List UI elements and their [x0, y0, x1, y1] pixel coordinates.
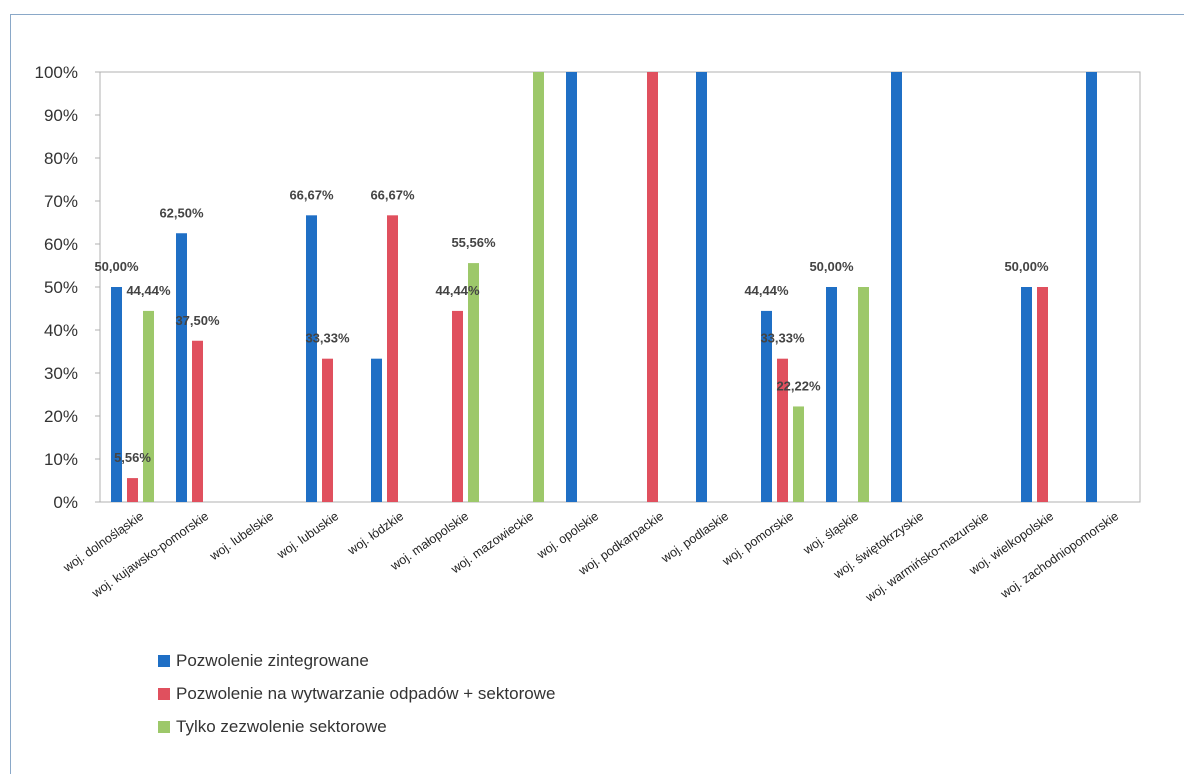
bar: [1021, 287, 1032, 502]
x-tick-label: woj. opolskie: [534, 509, 602, 562]
x-tick-label: woj. kujawsko-pomorskie: [89, 509, 212, 601]
bar: [761, 310, 772, 502]
y-tick-label: 80%: [44, 149, 78, 168]
bar: [322, 358, 333, 502]
bar: [387, 215, 398, 502]
y-tick-label: 60%: [44, 235, 78, 254]
bar: [793, 406, 804, 502]
y-tick-label: 50%: [44, 278, 78, 297]
bar: [858, 287, 869, 502]
data-label: 33,33%: [760, 331, 805, 346]
bar: [127, 478, 138, 502]
x-tick-label: woj. pomorskie: [719, 509, 796, 569]
y-axis: 0% 10% 20% 30% 40% 50% 60% 70% 80% 90% 100%: [35, 63, 100, 512]
legend-item-waste-sector: Pozwolenie na wytwarzanie odpadów + sekt…: [158, 677, 555, 710]
chart-frame: [10, 14, 1184, 774]
bar: [176, 233, 187, 502]
bar: [696, 72, 707, 502]
data-label: 22,22%: [776, 378, 821, 393]
legend-swatch-blue: [158, 654, 170, 667]
legend-label: Tylko zezwolenie sektorowe: [176, 716, 387, 736]
bar: [143, 310, 154, 502]
data-label: 55,56%: [451, 235, 496, 250]
bar: [306, 215, 317, 502]
data-label: 44,44%: [435, 283, 480, 298]
legend-swatch-green: [158, 720, 170, 733]
x-tick-label: woj. warmińsko-mazurskie: [862, 509, 991, 605]
bar: [566, 72, 577, 502]
data-label: 33,33%: [305, 331, 350, 346]
data-label: 66,67%: [289, 187, 334, 202]
x-tick-label: woj. łódzkie: [344, 509, 406, 558]
bar-chart: 0% 10% 20% 30% 40% 50% 60% 70% 80% 90% 100% 50,00%…: [35, 63, 1141, 605]
bar: [891, 72, 902, 502]
data-labels-group: 50,00% 5,56% 44,44% 62,50% 37,50% 66,67% 33,33…: [94, 187, 1049, 465]
data-label: 44,44%: [126, 283, 171, 298]
legend-item-integrated: Pozwolenie zintegrowane: [158, 644, 555, 677]
y-tick-label: 100%: [35, 63, 78, 82]
legend-item-sector-only: Tylko zezwolenie sektorowe: [158, 710, 555, 743]
legend-label: Pozwolenie zintegrowane: [176, 650, 369, 670]
bar: [111, 287, 122, 502]
data-label: 44,44%: [744, 283, 789, 298]
bar: [468, 263, 479, 502]
bar: [1037, 287, 1048, 502]
bar: [371, 358, 382, 502]
bar: [826, 287, 837, 502]
x-tick-label: woj. lubuskie: [274, 509, 342, 562]
legend-swatch-red: [158, 687, 170, 700]
bar: [192, 340, 203, 502]
data-label: 50,00%: [1004, 259, 1049, 274]
x-tick-label: woj. zachodniopomorskie: [997, 509, 1121, 602]
data-label: 37,50%: [175, 313, 220, 328]
bar: [533, 72, 544, 502]
legend-label: Pozwolenie na wytwarzanie odpadów + sekt…: [176, 683, 556, 703]
x-tick-label: woj. lubelskie: [206, 509, 276, 564]
y-tick-label: 90%: [44, 106, 78, 125]
bar: [777, 358, 788, 502]
plot-area: [99, 71, 1141, 503]
y-tick-label: 10%: [44, 450, 78, 469]
bar: [452, 310, 463, 502]
data-label: 66,67%: [370, 187, 415, 202]
x-tick-label: woj. śląskie: [800, 509, 861, 558]
data-label: 50,00%: [94, 259, 139, 274]
y-tick-label: 20%: [44, 407, 78, 426]
y-tick-label: 70%: [44, 192, 78, 211]
y-tick-label: 40%: [44, 321, 78, 340]
bar: [647, 72, 658, 502]
legend: Pozwolenie zintegrowane Pozwolenie na wy…: [158, 644, 555, 743]
bars-group: [111, 72, 1097, 502]
data-label: 50,00%: [809, 259, 854, 274]
y-tick-label: 0%: [53, 493, 78, 512]
data-label: 62,50%: [159, 205, 204, 220]
y-tick-label: 30%: [44, 364, 78, 383]
bar: [1086, 72, 1097, 502]
data-label: 5,56%: [114, 450, 151, 465]
